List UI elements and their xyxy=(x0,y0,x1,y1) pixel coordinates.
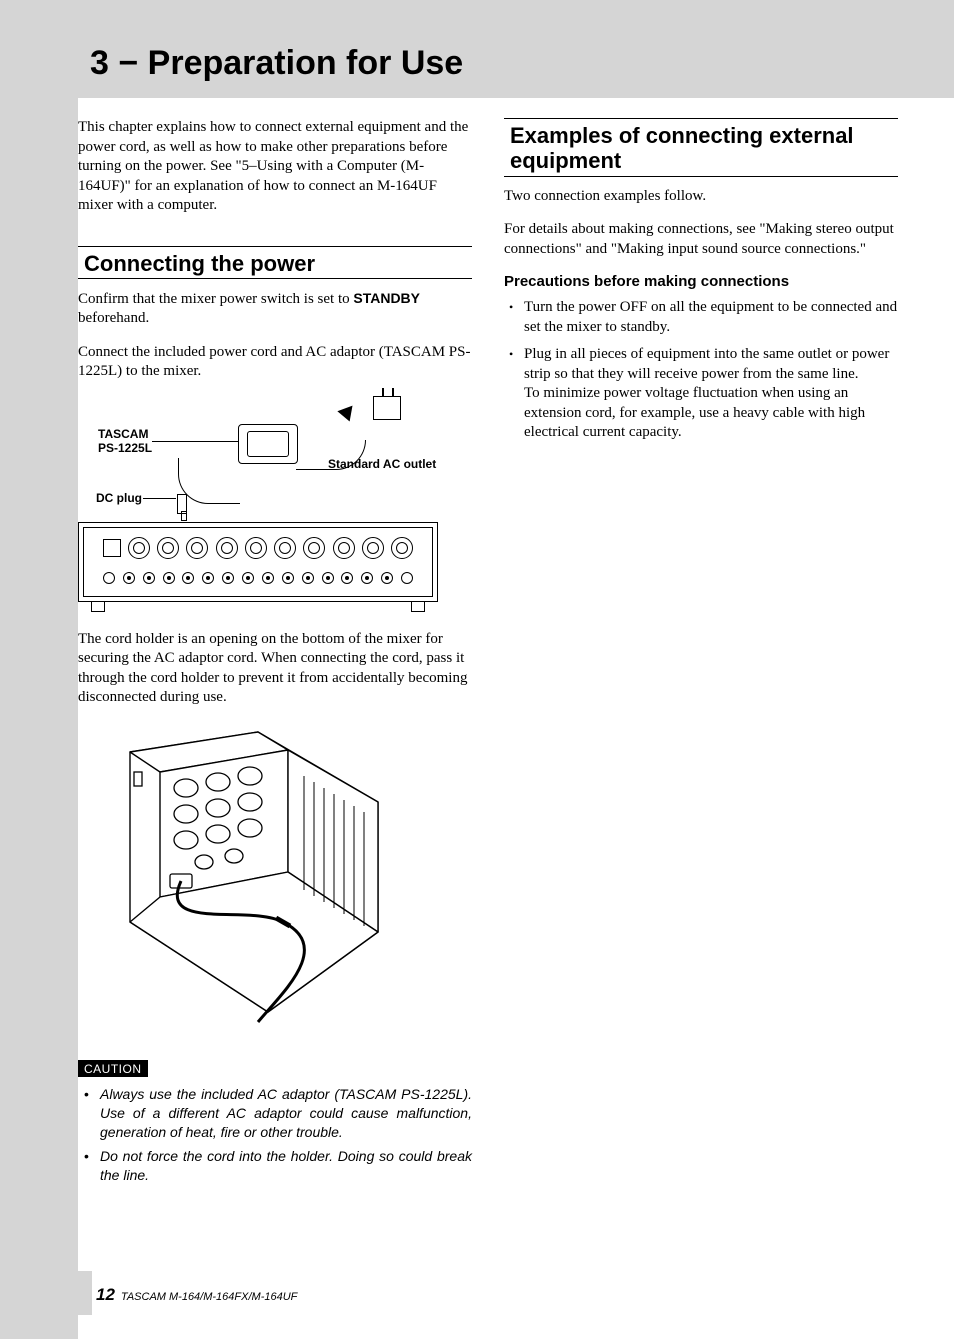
ac-adaptor-icon xyxy=(238,424,298,464)
trs-jack-icon xyxy=(322,572,334,584)
xlr-jack-icon xyxy=(245,537,267,559)
trs-jack-icon xyxy=(262,572,274,584)
trs-jack-icon xyxy=(302,572,314,584)
precaution-item: Plug in all pieces of equipment into the… xyxy=(504,345,898,443)
page-footer: 12 TASCAM M-164/M-164FX/M-164UF xyxy=(96,1285,297,1305)
dc-in-jack-icon xyxy=(103,539,121,557)
xlr-jack-icon xyxy=(186,537,208,559)
figure1-label-dc: DC plug xyxy=(96,492,142,506)
trs-jack-icon xyxy=(341,572,353,584)
power-p1-a: Confirm that the mixer power switch is s… xyxy=(78,291,353,307)
trs-jack-icon xyxy=(282,572,294,584)
power-p1-c: beforehand. xyxy=(78,310,149,326)
figure1-diagram: TASCAM PS-1225L Standard AC outlet DC pl… xyxy=(78,396,438,606)
trs-jack-icon xyxy=(163,572,175,584)
page-number: 12 xyxy=(96,1285,115,1305)
caution-item: Do not force the cord into the holder. D… xyxy=(78,1147,472,1185)
subheading-precautions: Precautions before making connections xyxy=(504,273,898,290)
manual-page: 3 − Preparation for Use This chapter exp… xyxy=(0,0,954,1339)
figure1-label-outlet: Standard AC outlet xyxy=(328,458,436,472)
trs-jack-icon xyxy=(381,572,393,584)
xlr-jack-icon xyxy=(391,537,413,559)
xlr-jack-icon xyxy=(128,537,150,559)
power-paragraph-1: Confirm that the mixer power switch is s… xyxy=(78,289,472,329)
ac-plug-icon xyxy=(373,396,401,420)
dc-plug-icon xyxy=(177,494,187,514)
mixer-foot-icon xyxy=(411,602,425,612)
panel-row-trs xyxy=(99,567,417,589)
arrow-icon xyxy=(337,400,358,421)
figure1-leader-2 xyxy=(143,498,176,499)
figure-power-connection: TASCAM PS-1225L Standard AC outlet DC pl… xyxy=(78,396,472,606)
caution-label: CAUTION xyxy=(78,1060,148,1077)
xlr-jack-icon xyxy=(303,537,325,559)
trs-jack-icon xyxy=(222,572,234,584)
dc-cord-icon xyxy=(178,458,240,504)
trs-jack-icon xyxy=(143,572,155,584)
xlr-jack-icon xyxy=(216,537,238,559)
xlr-jack-icon xyxy=(274,537,296,559)
trs-jack-icon xyxy=(242,572,254,584)
mixer-rear-panel-icon xyxy=(78,522,438,602)
left-column: This chapter explains how to connect ext… xyxy=(78,118,472,1191)
footer-tab xyxy=(78,1271,92,1315)
content-columns: This chapter explains how to connect ext… xyxy=(78,118,898,1191)
mixer-foot-icon xyxy=(91,602,105,612)
precaution-item: Turn the power OFF on all the equipment … xyxy=(504,298,898,337)
xlr-jack-icon xyxy=(362,537,384,559)
mixer-iso-icon xyxy=(108,722,408,1032)
figure2-diagram xyxy=(108,722,408,1032)
precautions-list: Turn the power OFF on all the equipment … xyxy=(504,298,898,443)
trs-jack-icon xyxy=(182,572,194,584)
trs-jack-icon xyxy=(202,572,214,584)
chapter-title: 3 − Preparation for Use xyxy=(90,44,463,83)
trs-jack-icon xyxy=(123,572,135,584)
power-paragraph-3: The cord holder is an opening on the bot… xyxy=(78,630,472,708)
figure-cord-holder xyxy=(78,722,472,1032)
xlr-jack-icon xyxy=(333,537,355,559)
trs-jack-icon xyxy=(361,572,373,584)
caution-list: Always use the included AC adaptor (TASC… xyxy=(78,1085,472,1185)
xlr-jack-icon xyxy=(157,537,179,559)
examples-p1: Two connection examples follow. xyxy=(504,187,898,207)
figure1-leader-1 xyxy=(152,441,238,442)
examples-p2: For details about making connections, se… xyxy=(504,220,898,259)
section-heading-examples: Examples of connecting external equipmen… xyxy=(504,118,898,177)
left-margin-band xyxy=(0,0,78,1339)
panel-row-xlr xyxy=(99,535,417,561)
caution-item: Always use the included AC adaptor (TASC… xyxy=(78,1085,472,1142)
intro-paragraph: This chapter explains how to connect ext… xyxy=(78,118,472,216)
power-paragraph-2: Connect the included power cord and AC a… xyxy=(78,343,472,382)
section-heading-power: Connecting the power xyxy=(78,246,472,279)
trs-jack-icon xyxy=(401,572,413,584)
standby-label: STANDBY xyxy=(353,290,420,306)
trs-jack-icon xyxy=(103,572,115,584)
figure1-label-tascam: TASCAM PS-1225L xyxy=(98,428,152,456)
footer-model: TASCAM M-164/M-164FX/M-164UF xyxy=(121,1291,297,1303)
right-column: Examples of connecting external equipmen… xyxy=(504,118,898,1191)
